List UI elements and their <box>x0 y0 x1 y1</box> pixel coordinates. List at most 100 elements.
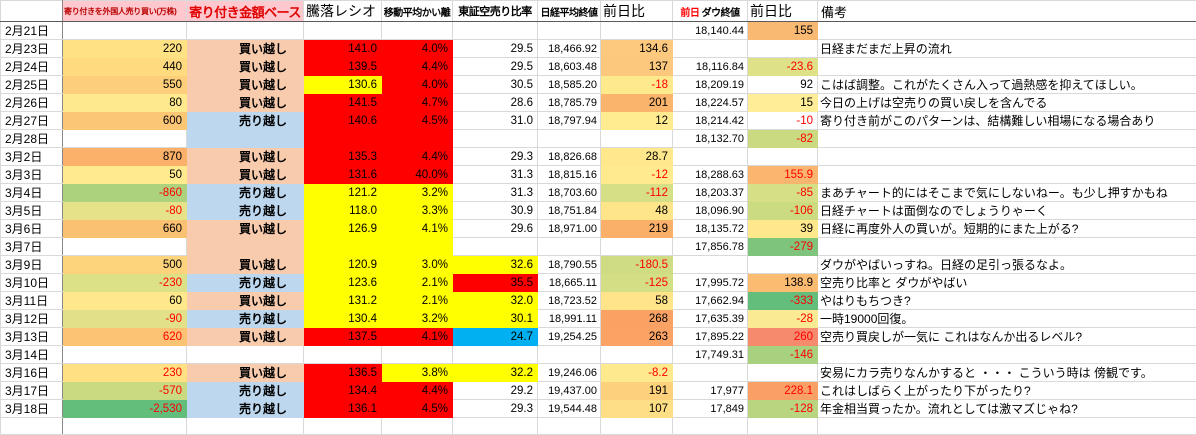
cell-remark[interactable] <box>818 22 1196 40</box>
cell-short-sell-ratio[interactable] <box>453 418 538 435</box>
cell-nikkei-close[interactable]: 18,790.55 <box>538 256 601 274</box>
cell-dow-close[interactable] <box>673 40 748 58</box>
cell-foreign-volume[interactable] <box>63 130 187 148</box>
cell-foreign-volume[interactable]: 80 <box>63 94 187 112</box>
cell-updown-ratio[interactable]: 131.6 <box>304 166 382 184</box>
cell-position[interactable]: 買い越し <box>187 364 304 382</box>
cell-dow-change[interactable]: 92 <box>748 76 818 94</box>
cell-position[interactable]: 売り越し <box>187 274 304 292</box>
cell-short-sell-ratio[interactable] <box>453 346 538 364</box>
cell-foreign-volume[interactable]: 550 <box>63 76 187 94</box>
cell-ma-deviation[interactable]: 4.5% <box>382 112 453 130</box>
cell-foreign-volume[interactable]: -2,530 <box>63 400 187 418</box>
cell-dow-close[interactable]: 17,849 <box>673 400 748 418</box>
cell-position[interactable]: 売り越し <box>187 400 304 418</box>
cell-dow-close[interactable]: 17,977 <box>673 382 748 400</box>
cell-nikkei-change[interactable]: 263 <box>601 328 673 346</box>
cell-ma-deviation[interactable]: 4.0% <box>382 40 453 58</box>
cell-short-sell-ratio[interactable]: 30.1 <box>453 310 538 328</box>
cell-date[interactable]: 3月10日 <box>1 274 63 292</box>
cell-date[interactable]: 2月28日 <box>1 130 63 148</box>
cell-updown-ratio[interactable]: 136.5 <box>304 364 382 382</box>
cell-ma-deviation[interactable]: 3.2% <box>382 310 453 328</box>
cell-nikkei-close[interactable] <box>538 418 601 435</box>
cell-dow-change[interactable]: 260 <box>748 328 818 346</box>
cell-date[interactable]: 2月26日 <box>1 94 63 112</box>
cell-ma-deviation[interactable]: 4.7% <box>382 94 453 112</box>
cell-remark[interactable]: 一時19000回復。 <box>818 310 1196 328</box>
cell-date[interactable]: 3月13日 <box>1 328 63 346</box>
cell-foreign-volume[interactable] <box>63 346 187 364</box>
cell-dow-change[interactable]: -279 <box>748 238 818 256</box>
cell-remark[interactable]: 今日の上げは空売りの買い戻しを含んでる <box>818 94 1196 112</box>
cell-updown-ratio[interactable] <box>304 130 382 148</box>
cell-date[interactable]: 2月24日 <box>1 58 63 76</box>
cell-foreign-volume[interactable]: 440 <box>63 58 187 76</box>
cell-dow-change[interactable]: -333 <box>748 292 818 310</box>
cell-foreign-volume[interactable]: 870 <box>63 148 187 166</box>
cell-updown-ratio[interactable]: 136.1 <box>304 400 382 418</box>
cell-remark[interactable] <box>818 238 1196 256</box>
cell-ma-deviation[interactable]: 4.4% <box>382 382 453 400</box>
cell-date[interactable]: 3月12日 <box>1 310 63 328</box>
cell-nikkei-close[interactable] <box>538 238 601 256</box>
cell-dow-close[interactable]: 18,135.72 <box>673 220 748 238</box>
cell-position[interactable] <box>187 346 304 364</box>
cell-date[interactable]: 3月16日 <box>1 364 63 382</box>
cell-position[interactable]: 売り越し <box>187 184 304 202</box>
cell-foreign-volume[interactable]: -90 <box>63 310 187 328</box>
cell-remark[interactable] <box>818 166 1196 184</box>
cell-remark[interactable] <box>818 58 1196 76</box>
cell-dow-change[interactable] <box>748 40 818 58</box>
cell-updown-ratio[interactable] <box>304 22 382 40</box>
cell-nikkei-change[interactable] <box>601 130 673 148</box>
cell-date[interactable]: 3月7日 <box>1 238 63 256</box>
cell-position[interactable] <box>187 22 304 40</box>
cell-nikkei-change[interactable]: 12 <box>601 112 673 130</box>
cell-nikkei-close[interactable]: 18,603.48 <box>538 58 601 76</box>
cell-foreign-volume[interactable]: -230 <box>63 274 187 292</box>
cell-dow-close[interactable] <box>673 364 748 382</box>
cell-nikkei-close[interactable] <box>538 130 601 148</box>
cell-dow-change[interactable]: -10 <box>748 112 818 130</box>
cell-dow-change[interactable]: -28 <box>748 310 818 328</box>
cell-date[interactable]: 3月11日 <box>1 292 63 310</box>
cell-position[interactable]: 買い越し <box>187 58 304 76</box>
cell-nikkei-close[interactable] <box>538 346 601 364</box>
cell-remark[interactable]: 寄り付き前がこのパターンは、結構難しい相場になる場合あり <box>818 112 1196 130</box>
cell-updown-ratio[interactable]: 130.6 <box>304 76 382 94</box>
cell-short-sell-ratio[interactable]: 32.0 <box>453 292 538 310</box>
cell-remark[interactable]: 日経に再度外人の買いが。短期的にまた上がる? <box>818 220 1196 238</box>
cell-remark[interactable] <box>818 130 1196 148</box>
cell-short-sell-ratio[interactable]: 35.5 <box>453 274 538 292</box>
cell-ma-deviation[interactable]: 4.4% <box>382 58 453 76</box>
cell-dow-close[interactable]: 17,995.72 <box>673 274 748 292</box>
cell-remark[interactable]: やはりもちつき? <box>818 292 1196 310</box>
cell-ma-deviation[interactable]: 4.5% <box>382 400 453 418</box>
cell-position[interactable]: 買い越し <box>187 256 304 274</box>
cell-ma-deviation[interactable]: 3.0% <box>382 256 453 274</box>
cell-dow-close[interactable]: 17,856.78 <box>673 238 748 256</box>
cell-foreign-volume[interactable] <box>63 418 187 435</box>
cell-ma-deviation[interactable]: 4.1% <box>382 220 453 238</box>
cell-nikkei-change[interactable]: 219 <box>601 220 673 238</box>
cell-updown-ratio[interactable]: 118.0 <box>304 202 382 220</box>
cell-dow-close[interactable]: 18,140.44 <box>673 22 748 40</box>
header-nikkei-close[interactable]: 日経平均終値 <box>538 1 601 22</box>
cell-nikkei-change[interactable]: 28.7 <box>601 148 673 166</box>
cell-dow-close[interactable] <box>673 148 748 166</box>
cell-position[interactable] <box>187 418 304 435</box>
cell-ma-deviation[interactable]: 2.1% <box>382 274 453 292</box>
cell-remark[interactable] <box>818 148 1196 166</box>
cell-date[interactable]: 3月9日 <box>1 256 63 274</box>
cell-position[interactable]: 買い越し <box>187 328 304 346</box>
cell-dow-change[interactable] <box>748 256 818 274</box>
cell-short-sell-ratio[interactable]: 29.5 <box>453 40 538 58</box>
cell-position[interactable]: 買い越し <box>187 40 304 58</box>
cell-dow-change[interactable] <box>748 418 818 435</box>
cell-dow-close[interactable]: 17,895.22 <box>673 328 748 346</box>
cell-date[interactable]: 3月5日 <box>1 202 63 220</box>
cell-remark[interactable] <box>818 346 1196 364</box>
cell-dow-change[interactable]: 228.1 <box>748 382 818 400</box>
cell-foreign-volume[interactable]: 660 <box>63 220 187 238</box>
